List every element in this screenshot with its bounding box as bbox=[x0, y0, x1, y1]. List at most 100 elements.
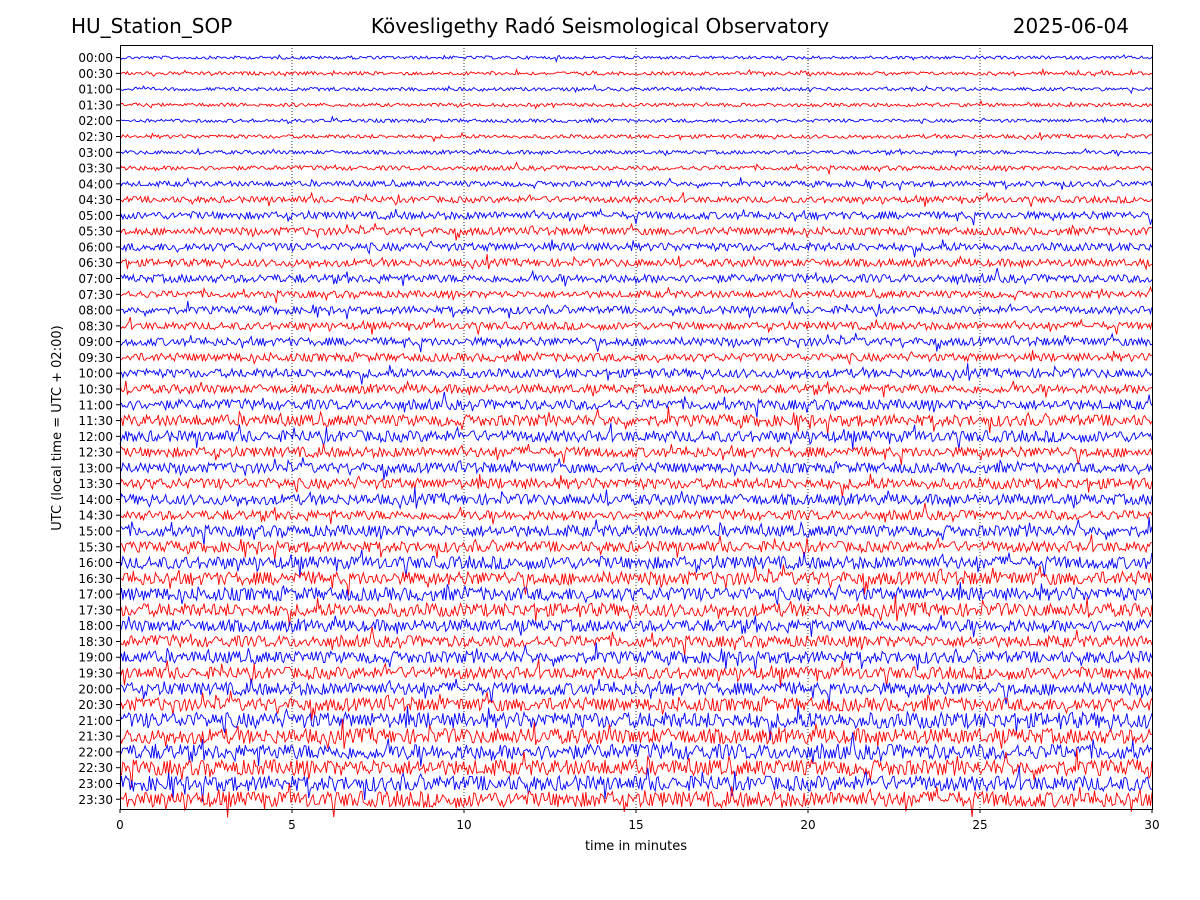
trace-1900 bbox=[119, 642, 1153, 672]
trace-2230 bbox=[119, 748, 1153, 788]
trace-0300 bbox=[119, 147, 1153, 158]
y-tick-label: 14:30 bbox=[78, 509, 113, 523]
trace-0700 bbox=[119, 267, 1153, 287]
trace-0900 bbox=[119, 332, 1153, 353]
y-tick-label: 08:30 bbox=[78, 319, 113, 333]
trace-1700 bbox=[119, 582, 1153, 605]
y-tick-label: 14:00 bbox=[78, 493, 113, 507]
trace-1630 bbox=[119, 564, 1153, 596]
trace-1500 bbox=[119, 517, 1153, 546]
x-tick-label: 5 bbox=[288, 818, 296, 832]
trace-0430 bbox=[119, 191, 1153, 207]
y-tick-label: 11:00 bbox=[78, 398, 113, 412]
y-tick-label: 04:00 bbox=[78, 177, 113, 191]
y-tick-label: 00:00 bbox=[78, 51, 113, 65]
y-tick-label: 02:00 bbox=[78, 114, 113, 128]
y-tick-label: 10:30 bbox=[78, 382, 113, 396]
trace-1830 bbox=[119, 626, 1153, 656]
trace-0600 bbox=[119, 239, 1153, 258]
trace-1730 bbox=[119, 594, 1153, 627]
trace-0000 bbox=[119, 54, 1153, 63]
y-tick-label: 07:30 bbox=[78, 288, 113, 302]
seismic-traces bbox=[119, 54, 1153, 818]
trace-0800 bbox=[119, 300, 1153, 320]
y-tick-label: 08:00 bbox=[78, 304, 113, 318]
y-tick-label: 21:30 bbox=[78, 730, 113, 744]
trace-2200 bbox=[119, 732, 1153, 767]
y-tick-label: 07:00 bbox=[78, 272, 113, 286]
trace-1400 bbox=[119, 487, 1153, 510]
y-tick-label: 01:30 bbox=[78, 98, 113, 112]
trace-1230 bbox=[119, 443, 1153, 466]
y-tick-label: 02:30 bbox=[78, 130, 113, 144]
y-tick-label: 15:00 bbox=[78, 525, 113, 539]
x-tick-label: 25 bbox=[972, 818, 987, 832]
y-tick-label: 22:30 bbox=[78, 761, 113, 775]
y-tick-label: 10:00 bbox=[78, 367, 113, 381]
trace-1130 bbox=[119, 406, 1153, 435]
trace-2330 bbox=[119, 783, 1153, 818]
trace-0730 bbox=[119, 285, 1153, 304]
y-tick-label: 12:30 bbox=[78, 446, 113, 460]
y-tick-label: 13:30 bbox=[78, 477, 113, 491]
y-tick-label: 05:00 bbox=[78, 209, 113, 223]
y-tick-label: 03:00 bbox=[78, 146, 113, 160]
y-tick-label: 05:30 bbox=[78, 225, 113, 239]
y-tick-label: 03:30 bbox=[78, 162, 113, 176]
trace-2130 bbox=[119, 718, 1153, 750]
trace-0500 bbox=[119, 207, 1153, 226]
x-axis-ticks: 0 5 10 15 20 25 30 bbox=[116, 809, 1160, 832]
x-tick-label: 15 bbox=[628, 818, 643, 832]
y-tick-label: 21:00 bbox=[78, 714, 113, 728]
y-tick-label: 06:30 bbox=[78, 256, 113, 270]
trace-0830 bbox=[119, 316, 1153, 335]
y-tick-label: 23:00 bbox=[78, 777, 113, 791]
y-tick-label: 12:00 bbox=[78, 430, 113, 444]
chart-date: 2025-06-04 bbox=[1012, 14, 1129, 38]
trace-0100 bbox=[119, 83, 1153, 95]
trace-0200 bbox=[119, 115, 1153, 125]
trace-0400 bbox=[119, 176, 1153, 191]
trace-0030 bbox=[119, 67, 1153, 78]
y-tick-label: 17:30 bbox=[78, 603, 113, 617]
trace-2000 bbox=[119, 678, 1153, 706]
trace-2300 bbox=[119, 765, 1153, 802]
trace-1430 bbox=[119, 502, 1153, 525]
trace-1030 bbox=[119, 380, 1153, 398]
trace-0930 bbox=[119, 349, 1153, 366]
y-tick-label: 16:00 bbox=[78, 556, 113, 570]
y-tick-label: 22:00 bbox=[78, 745, 113, 759]
y-tick-label: 09:30 bbox=[78, 351, 113, 365]
y-tick-label: 20:00 bbox=[78, 682, 113, 696]
x-tick-label: 10 bbox=[456, 818, 471, 832]
trace-1330 bbox=[119, 473, 1153, 498]
trace-0230 bbox=[119, 131, 1153, 143]
y-tick-label: 16:30 bbox=[78, 572, 113, 586]
gridlines bbox=[291, 45, 981, 809]
trace-1530 bbox=[120, 534, 1153, 560]
trace-0130 bbox=[119, 99, 1153, 110]
y-tick-label: 01:00 bbox=[78, 83, 113, 97]
trace-0530 bbox=[119, 222, 1153, 241]
y-tick-label: 04:30 bbox=[78, 193, 113, 207]
y-tick-label: 18:00 bbox=[78, 619, 113, 633]
y-tick-label: 17:00 bbox=[78, 588, 113, 602]
x-tick-label: 0 bbox=[116, 818, 124, 832]
trace-0630 bbox=[119, 254, 1153, 271]
y-tick-label: 15:30 bbox=[78, 540, 113, 554]
chart-title: Kövesligethy Radó Seismological Observat… bbox=[370, 14, 830, 38]
y-tick-label: 23:30 bbox=[78, 793, 113, 807]
trace-0330 bbox=[119, 161, 1153, 176]
x-axis-label: time in minutes bbox=[585, 839, 687, 854]
trace-2100 bbox=[119, 705, 1153, 741]
y-tick-label: 19:30 bbox=[78, 667, 113, 681]
trace-1100 bbox=[119, 391, 1153, 418]
x-tick-label: 30 bbox=[1144, 818, 1159, 832]
trace-1930 bbox=[119, 659, 1153, 687]
trace-2030 bbox=[119, 690, 1153, 721]
trace-1300 bbox=[119, 457, 1153, 481]
y-tick-label: 11:30 bbox=[78, 414, 113, 428]
y-tick-label: 18:30 bbox=[78, 635, 113, 649]
